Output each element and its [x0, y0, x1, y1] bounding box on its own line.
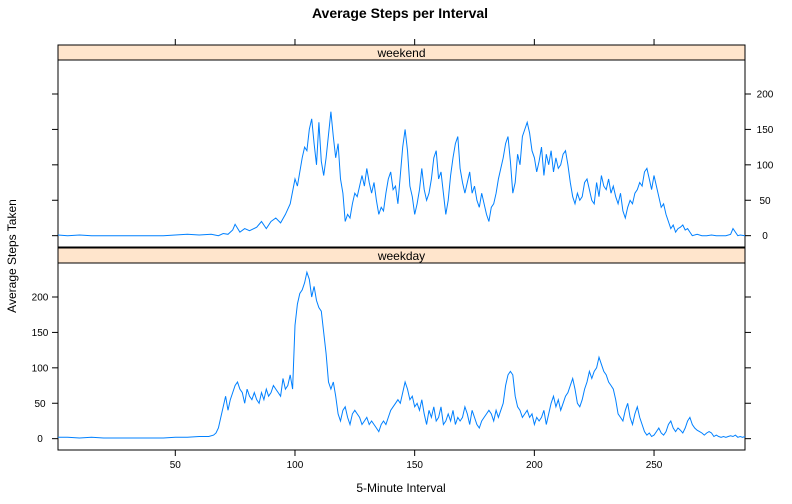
- x-tick-label: 100: [287, 460, 304, 471]
- panel-frame-weekend: [57, 59, 746, 248]
- strip-label-weekday: weekday: [377, 249, 425, 263]
- series-line-weekend: [57, 111, 746, 237]
- y-tick-label: 150: [757, 125, 774, 136]
- y-tick-label: 150: [32, 328, 49, 339]
- y-tick-label: 100: [32, 363, 49, 374]
- y-axis-label: Average Steps Taken: [5, 199, 19, 313]
- x-tick-label: 200: [526, 460, 543, 471]
- y-tick-label: 200: [757, 90, 774, 101]
- panels-layer: weekend 0 50 100 150 200 weekday 0 50 100 150 200 50…: [32, 39, 774, 471]
- series-line-weekday: [58, 270, 746, 439]
- y-tick-label: 50: [759, 196, 771, 207]
- y-tick-label: 0: [37, 434, 43, 445]
- y-tick-label: 50: [34, 399, 46, 410]
- strip-label-weekend: weekend: [376, 46, 425, 60]
- y-tick-label: 0: [762, 231, 768, 242]
- x-axis-label: 5-Minute Interval: [356, 481, 445, 495]
- x-tick-label: 150: [406, 460, 423, 471]
- chart-title: Average Steps per Interval: [312, 5, 488, 21]
- x-tick-label: 50: [170, 460, 182, 471]
- y-tick-label: 100: [757, 160, 774, 171]
- panel-frame-weekday: [57, 262, 746, 451]
- x-tick-label: 250: [646, 460, 663, 471]
- y-tick-label: 200: [32, 293, 49, 304]
